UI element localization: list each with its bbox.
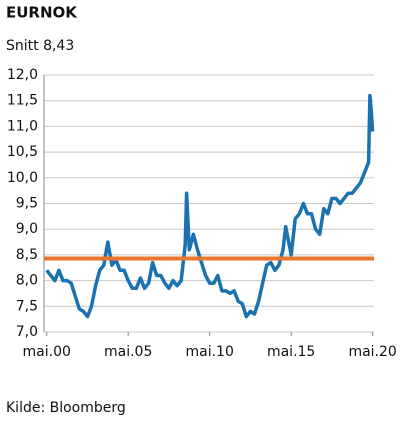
series-line xyxy=(45,93,375,319)
y-tick-label: 9,5 xyxy=(16,196,38,212)
y-tick-label: 10,0 xyxy=(7,170,38,186)
y-tick-label: 8,0 xyxy=(16,273,38,289)
x-tick-label: mai.10 xyxy=(185,344,233,360)
x-tick-label: mai.00 xyxy=(23,344,71,360)
y-tick-label: 7,0 xyxy=(16,324,38,340)
x-tick-label: mai.15 xyxy=(267,344,315,360)
source: Kilde: Bloomberg xyxy=(6,400,126,416)
y-tick-label: 11,0 xyxy=(7,118,38,134)
y-tick-label: 7,5 xyxy=(16,298,38,314)
y-tick-label: 9,0 xyxy=(16,221,38,237)
chart-subtitle: Snitt 8,43 xyxy=(6,38,74,54)
y-tick-label: 10,5 xyxy=(7,144,38,160)
y-tick-label: 12,0 xyxy=(7,67,38,83)
x-tick-label: mai.05 xyxy=(104,344,152,360)
x-tick-label: mai.20 xyxy=(348,344,396,360)
chart-title: EURNOK xyxy=(6,4,78,22)
y-tick-label: 8,5 xyxy=(16,247,38,263)
y-tick-label: 11,5 xyxy=(7,93,38,109)
